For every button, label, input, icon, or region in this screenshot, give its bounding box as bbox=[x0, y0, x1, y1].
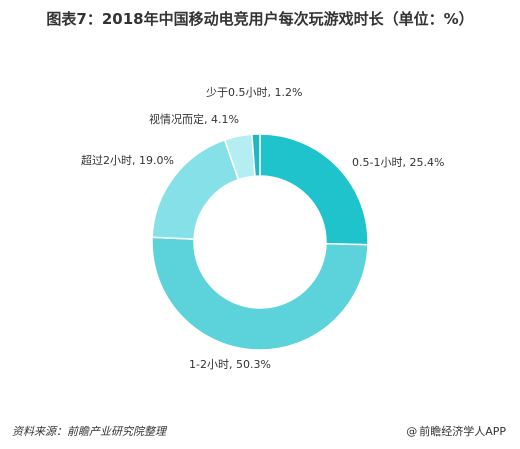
slice-0 bbox=[259, 133, 369, 246]
brand-credit: @ 前瞻经济学人APP bbox=[406, 423, 506, 439]
slice-label-1: 1-2小时, 50.3% bbox=[189, 358, 271, 371]
brand-name: 前瞻经济学人APP bbox=[419, 425, 506, 438]
slice-label-0: 0.5-1小时, 25.4% bbox=[352, 156, 444, 169]
slice-label-3: 视情况而定, 4.1% bbox=[149, 112, 239, 126]
chart-title: 图表7：2018年中国移动电竞用户每次玩游戏时长（单位：%） bbox=[46, 10, 474, 28]
donut-slices bbox=[151, 133, 369, 351]
slice-4 bbox=[251, 133, 261, 177]
slice-label-4: 少于0.5小时, 1.2% bbox=[206, 86, 302, 99]
slice-1 bbox=[151, 236, 369, 351]
slice-label-2: 超过2小时, 19.0% bbox=[81, 153, 174, 167]
source-note: 资料来源：前瞻产业研究院整理 bbox=[12, 425, 166, 438]
slice-labels: 0.5-1小时, 25.4% 1-2小时, 50.3% 超过2小时, 19.0% 视情… bbox=[81, 86, 444, 371]
at-icon: @ bbox=[406, 425, 418, 438]
